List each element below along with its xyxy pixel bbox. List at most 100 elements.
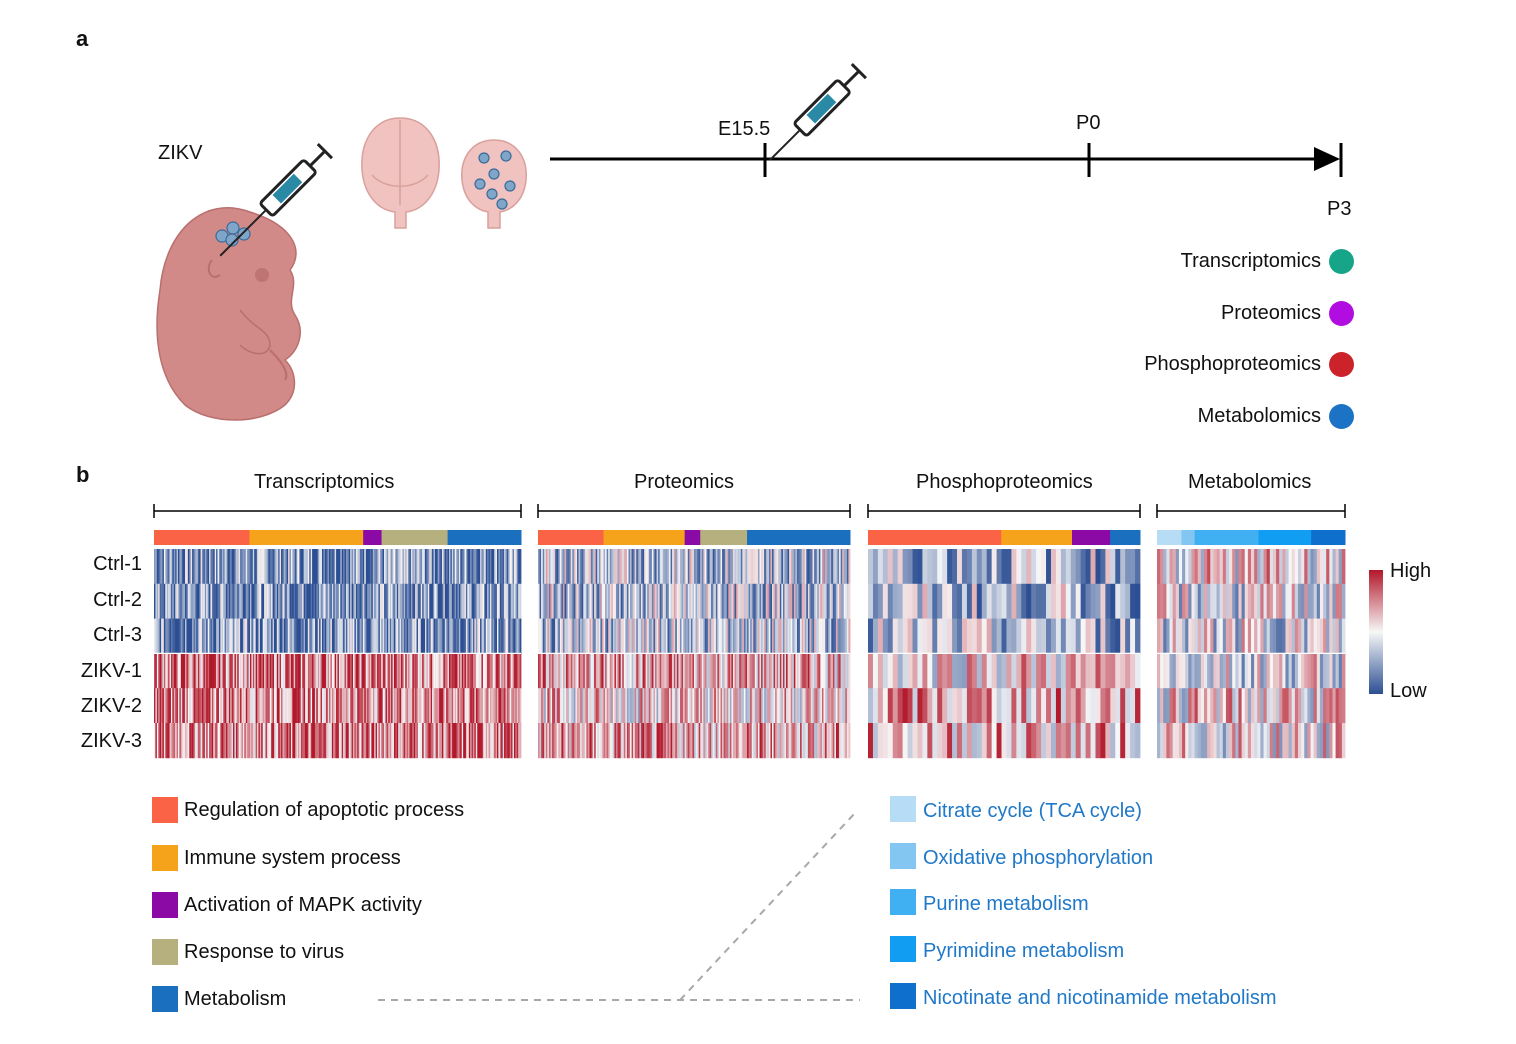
heatmap-cell [770, 549, 773, 585]
heatmap-cell [319, 618, 321, 654]
heatmap-cell [367, 583, 369, 619]
heatmap-cell [1001, 549, 1007, 585]
heatmap-cell [364, 723, 367, 759]
heatmap-cell [477, 688, 480, 724]
heatmap-cell [1125, 653, 1131, 689]
heatmap-cell [709, 653, 712, 689]
heatmap-cell [767, 618, 770, 654]
heatmap-cell [430, 688, 433, 724]
heatmap-cell [625, 653, 628, 689]
heatmap-cell [781, 583, 784, 619]
heatmap-cell [1191, 618, 1195, 654]
heatmap-cell [1065, 549, 1072, 585]
heatmap-cell [558, 583, 561, 619]
heatmap-cell [1232, 653, 1236, 689]
heatmap-cell [782, 583, 785, 619]
heatmap-cell [502, 688, 505, 724]
heatmap-cell [192, 688, 194, 724]
heatmap-cell [630, 688, 632, 724]
heatmap-cell [276, 583, 279, 619]
heatmap-cell [872, 653, 879, 689]
heatmap-cell [391, 583, 393, 619]
heatmap-cell [679, 723, 682, 759]
heatmap-cell [419, 688, 422, 724]
heatmap-cell [651, 583, 654, 619]
heatmap-cell [247, 583, 249, 619]
timepoint-p0: P0 [1076, 112, 1101, 134]
heatmap-cell [283, 549, 286, 585]
heatmap-cell [207, 618, 210, 654]
heatmap-cell [1210, 549, 1214, 585]
heatmap-cell [770, 583, 773, 619]
heatmap-cell [166, 583, 169, 619]
heatmap-cell [673, 618, 676, 654]
heatmap-cell [762, 618, 765, 654]
heatmap-cell [591, 583, 593, 619]
heatmap-cell [1238, 723, 1242, 759]
heatmap-cell [475, 653, 478, 689]
heatmap-cell [402, 723, 405, 759]
heatmap-cell [1021, 583, 1027, 619]
heatmap-cell [961, 583, 968, 619]
heatmap-cell [1046, 723, 1052, 759]
heatmap-cell [480, 653, 482, 689]
heatmap-cell [364, 653, 367, 689]
heatmap-cell [413, 583, 416, 619]
heatmap-cell [907, 618, 913, 654]
heatmap-cell [221, 583, 224, 619]
heatmap-cell [1026, 688, 1032, 724]
heatmap-cell [686, 723, 689, 759]
heatmap-cell [458, 653, 461, 689]
heatmap-cell [499, 549, 502, 585]
heatmap-cell [238, 618, 241, 654]
heatmap-cell [996, 723, 1002, 759]
heatmap-cell [312, 653, 314, 689]
heatmap-cell [1021, 549, 1027, 585]
heatmap-cell [961, 549, 968, 585]
heatmap-cell [248, 618, 251, 654]
heatmap-cell [800, 688, 803, 724]
heatmap-cell [753, 723, 756, 759]
heatmap-cell [573, 723, 576, 759]
heatmap-cell [296, 583, 299, 619]
heatmap-cell [1178, 688, 1183, 724]
heatmap-cell [902, 723, 908, 759]
heatmap-cell [233, 618, 235, 654]
heatmap-cell [477, 618, 480, 654]
heatmap-cell [1332, 723, 1336, 759]
heatmap-cell [333, 723, 336, 759]
heatmap-cell [252, 688, 255, 724]
heatmap-cell [659, 549, 662, 585]
heatmap-cell [331, 549, 334, 585]
heatmap-cell [204, 688, 207, 724]
heatmap-cell [491, 549, 494, 585]
heatmap-cell [658, 688, 661, 724]
heatmap-cell [617, 583, 620, 619]
heatmap-cell [653, 549, 656, 585]
heatmap-cell [279, 549, 282, 585]
heatmap-cell [271, 618, 273, 654]
heatmap-cell [1100, 618, 1106, 654]
heatmap-cell [781, 618, 784, 654]
heatmap-cell [796, 618, 799, 654]
heatmap-cell [786, 653, 788, 689]
heatmap-cell [1298, 583, 1302, 619]
heatmap-cell [417, 723, 420, 759]
heatmap-cell [324, 583, 327, 619]
heatmap-cell [728, 653, 731, 689]
heatmap-cell [464, 723, 467, 759]
heatmap-cell [580, 549, 583, 585]
heatmap-cell [282, 618, 285, 654]
heatmap-cell [734, 723, 737, 759]
heatmap-cell [398, 549, 401, 585]
heatmap-cell [789, 618, 792, 654]
heatmap-cell [620, 549, 623, 585]
heatmap-cell [586, 688, 589, 724]
heatmap-cell [747, 653, 749, 689]
heatmap-cell [305, 688, 307, 724]
heatmap-cell [761, 723, 764, 759]
proteomics-dot-icon [1329, 301, 1354, 326]
heatmap-cell [616, 688, 618, 724]
heatmap-cell [1335, 549, 1340, 585]
heatmap-cell [512, 618, 515, 654]
